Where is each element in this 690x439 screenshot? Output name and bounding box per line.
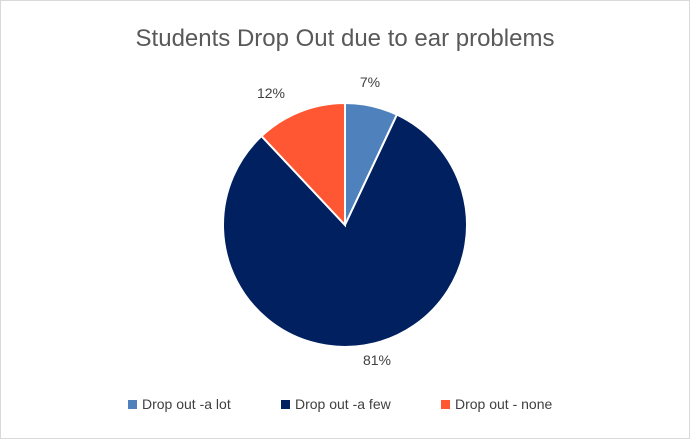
legend-item-1: Drop out -a lot xyxy=(128,396,231,412)
legend-swatch-3 xyxy=(441,400,450,409)
data-label-2: 81% xyxy=(363,352,391,368)
pie-slice-2 xyxy=(222,113,468,348)
legend-item-2: Drop out -a few xyxy=(281,396,392,412)
pie-slice-3 xyxy=(260,101,346,228)
chart-title: Students Drop Out due to ear problems xyxy=(136,25,555,52)
data-label-1: 7% xyxy=(360,74,380,90)
legend-swatch-1 xyxy=(128,400,137,409)
data-label-3: 12% xyxy=(257,85,285,101)
legend-label-2: Drop out -a few xyxy=(295,396,392,412)
legend-label-3: Drop out - none xyxy=(455,396,552,412)
data-labels: 7% 81% 12% xyxy=(257,74,391,368)
legend-swatch-2 xyxy=(281,400,290,409)
pie-slices xyxy=(222,101,468,348)
legend: Drop out -a lot Drop out -a few Drop out -… xyxy=(128,396,552,412)
legend-item-3: Drop out - none xyxy=(441,396,552,412)
legend-label-1: Drop out -a lot xyxy=(142,396,231,412)
